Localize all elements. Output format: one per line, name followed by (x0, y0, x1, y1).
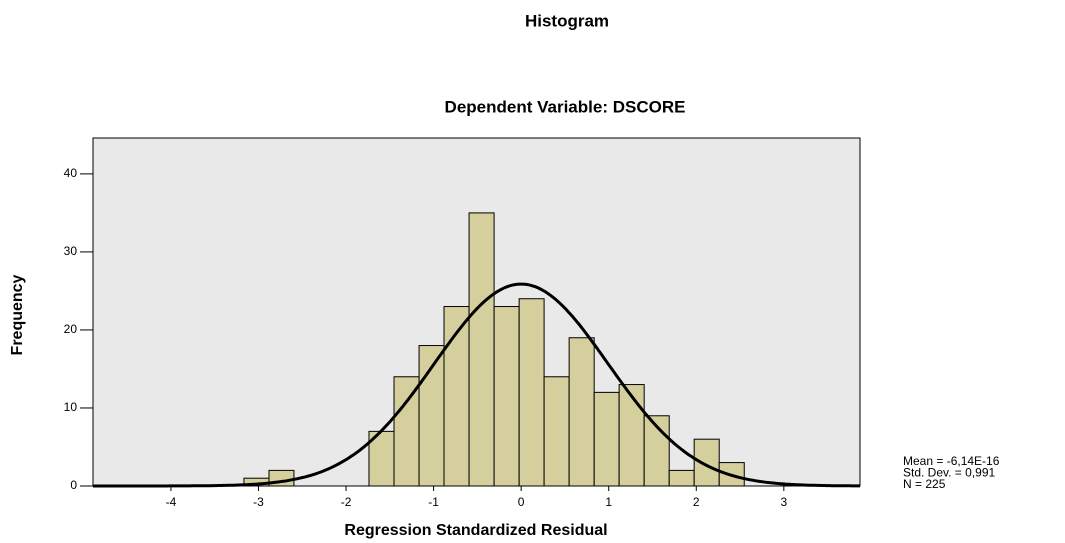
stats-label: Mean = -6,14E-16 (903, 454, 1000, 468)
chart-subtitle: Dependent Variable: DSCORE (445, 97, 686, 116)
bar (493, 306, 520, 487)
x-tick-label: -1 (428, 495, 439, 509)
bar (368, 430, 395, 487)
x-tick-label: -2 (341, 495, 352, 509)
x-tick-label: -4 (166, 495, 177, 509)
x-tick-label: -3 (253, 495, 264, 509)
x-tick-label: 0 (518, 495, 525, 509)
x-tick-label: 1 (605, 495, 612, 509)
bar (543, 376, 570, 487)
bar (693, 438, 720, 487)
x-axis-title: Regression Standardized Residual (344, 522, 607, 539)
bar (568, 337, 595, 487)
y-axis-title: Frequency (9, 274, 26, 355)
y-tick-label: 10 (64, 400, 78, 414)
bar (468, 212, 495, 487)
bar (393, 376, 420, 487)
y-tick-label: 40 (64, 166, 78, 180)
normal-curve (93, 282, 860, 488)
y-tick-label: 30 (64, 244, 78, 258)
chart-title: Histogram (525, 11, 609, 30)
y-tick-label: 0 (70, 478, 77, 492)
bar (618, 384, 645, 487)
stats-label: Std. Dev. = 0,991 (903, 466, 995, 480)
x-tick-label: 2 (693, 495, 700, 509)
stats-label: N = 225 (903, 477, 946, 491)
bar (668, 469, 695, 487)
y-tick-label: 20 (64, 322, 78, 336)
bar (593, 391, 620, 487)
bar (443, 306, 470, 487)
x-tick-label: 3 (780, 495, 787, 509)
bar (518, 298, 545, 487)
